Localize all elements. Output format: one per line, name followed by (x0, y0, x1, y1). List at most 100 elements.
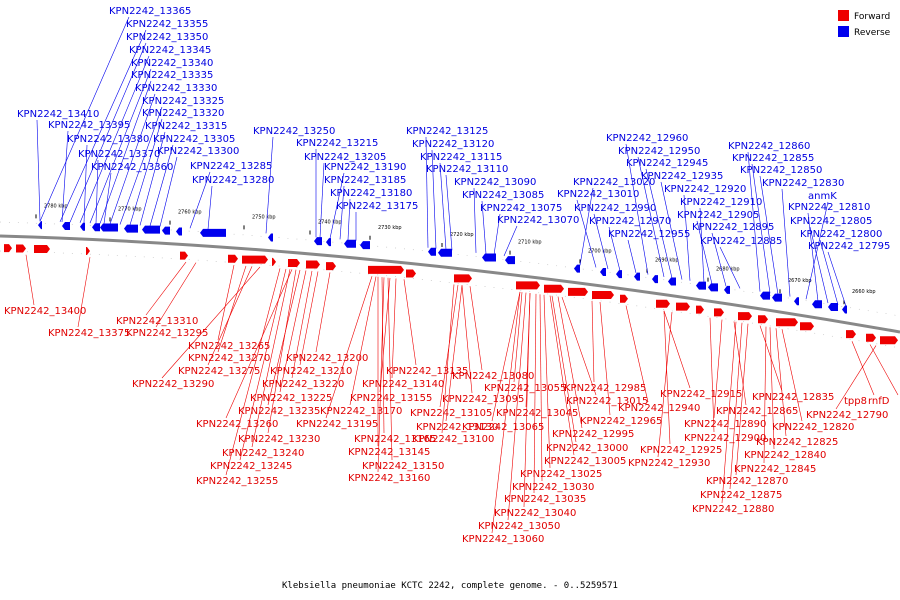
reverse-gene-glyph (360, 241, 370, 250)
forward-gene-label: KPN2242_12965 (580, 416, 662, 427)
reverse-gene-label: KPN2242_13010 (557, 189, 639, 200)
reverse-leader-line (109, 93, 156, 225)
forward-gene-label: rnfD (868, 396, 890, 407)
reverse-leader-line (637, 156, 665, 277)
reverse-gene-label: KPN2242_13350 (126, 32, 208, 43)
reverse-gene-glyph (760, 291, 770, 300)
forward-gene-glyph (272, 257, 276, 266)
reverse-gene-label: KPN2242_13075 (480, 203, 562, 214)
forward-leader-line (77, 257, 91, 328)
reverse-gene-label: KPN2242_12795 (808, 241, 890, 252)
forward-gene-label: KPN2242_13275 (178, 366, 260, 377)
reverse-gene-label: KPN2242_12805 (790, 216, 872, 227)
forward-gene-glyph (516, 281, 540, 290)
forward-gene-glyph (758, 315, 768, 324)
reverse-leader-line (149, 144, 174, 227)
forward-gene-label: KPN2242_12915 (660, 389, 742, 400)
forward-gene-label: KPN2242_13065 (462, 422, 544, 433)
reverse-leader-line (431, 149, 437, 249)
reverse-gene-label: KPN2242_13115 (420, 152, 502, 163)
forward-leader-line (491, 291, 521, 422)
forward-gene-glyph (86, 246, 90, 255)
reverse-leader-line (99, 80, 152, 224)
reverse-gene-label: KPN2242_12810 (788, 202, 870, 213)
reverse-gene-label: KPN2242_13325 (142, 96, 224, 107)
reverse-gene-label: KPN2242_12950 (618, 146, 700, 157)
forward-gene-glyph (180, 251, 188, 260)
reverse-leader-line (319, 162, 325, 238)
forward-leader-line (781, 329, 803, 422)
forward-leader-line (769, 327, 775, 450)
forward-leader-line (445, 285, 463, 422)
reverse-leader-line (625, 143, 649, 275)
legend: Forward Reverse (838, 10, 891, 38)
reverse-gene-glyph (38, 221, 42, 230)
reverse-gene-glyph (634, 272, 640, 281)
forward-gene-label: KPN2242_13310 (116, 316, 198, 327)
forward-gene-glyph (776, 318, 798, 327)
forward-leader-line (461, 285, 473, 394)
reverse-gene-glyph (326, 238, 331, 247)
reverse-leader-line (627, 239, 637, 273)
forward-gene-label: KPN2242_13260 (196, 419, 278, 430)
genome-caption: Klebsiella pneumoniae KCTC 2242, complet… (282, 581, 618, 591)
kbp-tick-label: 2700 kbp (588, 248, 612, 254)
reverse-gene-glyph (696, 281, 706, 290)
reverse-gene-label: KPN2242_13185 (324, 175, 406, 186)
forward-gene-glyph (676, 302, 690, 311)
forward-gene-glyph (288, 259, 300, 268)
reverse-leader-line (139, 131, 166, 226)
forward-gene-label: KPN2242_13170 (320, 406, 402, 417)
forward-leader-line (533, 293, 537, 494)
reverse-gene-glyph (574, 264, 580, 273)
reverse-leader-line (79, 55, 150, 223)
reverse-leader-line (119, 106, 163, 225)
forward-gene-label: KPN2242_13200 (286, 353, 368, 364)
forward-leader-line (325, 276, 373, 419)
kbp-tick-label: 2760 kbp (178, 210, 202, 216)
forward-gene-glyph (656, 299, 670, 308)
reverse-leader-line (576, 199, 597, 268)
reverse-leader-line (83, 144, 88, 223)
reverse-gene-label: KPN2242_13345 (129, 45, 211, 56)
forward-leader-line (513, 292, 523, 383)
forward-gene-label: KPN2242_12890 (684, 419, 766, 430)
forward-leader-line (381, 277, 385, 434)
reverse-leader-line (699, 207, 705, 283)
forward-leader-line (549, 295, 575, 456)
legend-reverse-swatch (838, 26, 849, 37)
reverse-leader-line (425, 136, 429, 248)
forward-gene-label: KPN2242_12865 (716, 406, 798, 417)
forward-leader-line (267, 269, 301, 406)
reverse-gene-glyph (344, 239, 356, 248)
kbp-tick-label: 2690 kbp (655, 258, 679, 264)
forward-gene-label: KPN2242_13105 (410, 408, 492, 419)
forward-leader-line (349, 276, 377, 406)
forward-gene-label: KPN2242_12985 (564, 383, 646, 394)
reverse-gene-label: KPN2242_13125 (406, 126, 488, 137)
reverse-gene-label: KPN2242_13085 (462, 190, 544, 201)
reverse-gene-label: KPN2242_13175 (336, 201, 418, 212)
reverse-leader-line (827, 251, 847, 307)
kbp-tick-label: 2680 kbp (716, 267, 740, 273)
forward-leader-line (291, 270, 313, 379)
reverse-leader-line (781, 188, 791, 297)
forward-gene-label: KPN2242_13130 (416, 422, 498, 433)
reverse-leader-line (95, 159, 99, 224)
reverse-gene-glyph (828, 303, 838, 312)
reverse-leader-line (329, 172, 345, 239)
forward-gene-glyph (568, 287, 588, 296)
reverse-gene-label: KPN2242_12990 (574, 203, 656, 214)
reverse-leader-line (473, 187, 477, 253)
forward-leader-line (403, 279, 417, 366)
forward-gene-label: KPN2242_13055 (484, 383, 566, 394)
forward-leader-line (491, 291, 521, 534)
forward-gene-label: KPN2242_13035 (504, 494, 586, 505)
forward-gene-label: KPN2242_13165 (354, 434, 436, 445)
forward-gene-label: KPN2242_13150 (362, 461, 444, 472)
reverse-leader-line (645, 168, 673, 279)
forward-gene-label: KPN2242_13095 (442, 394, 524, 405)
forward-leader-line (557, 296, 583, 429)
forward-gene-label: KPN2242_12870 (706, 476, 788, 487)
reverse-gene-glyph (62, 221, 70, 230)
